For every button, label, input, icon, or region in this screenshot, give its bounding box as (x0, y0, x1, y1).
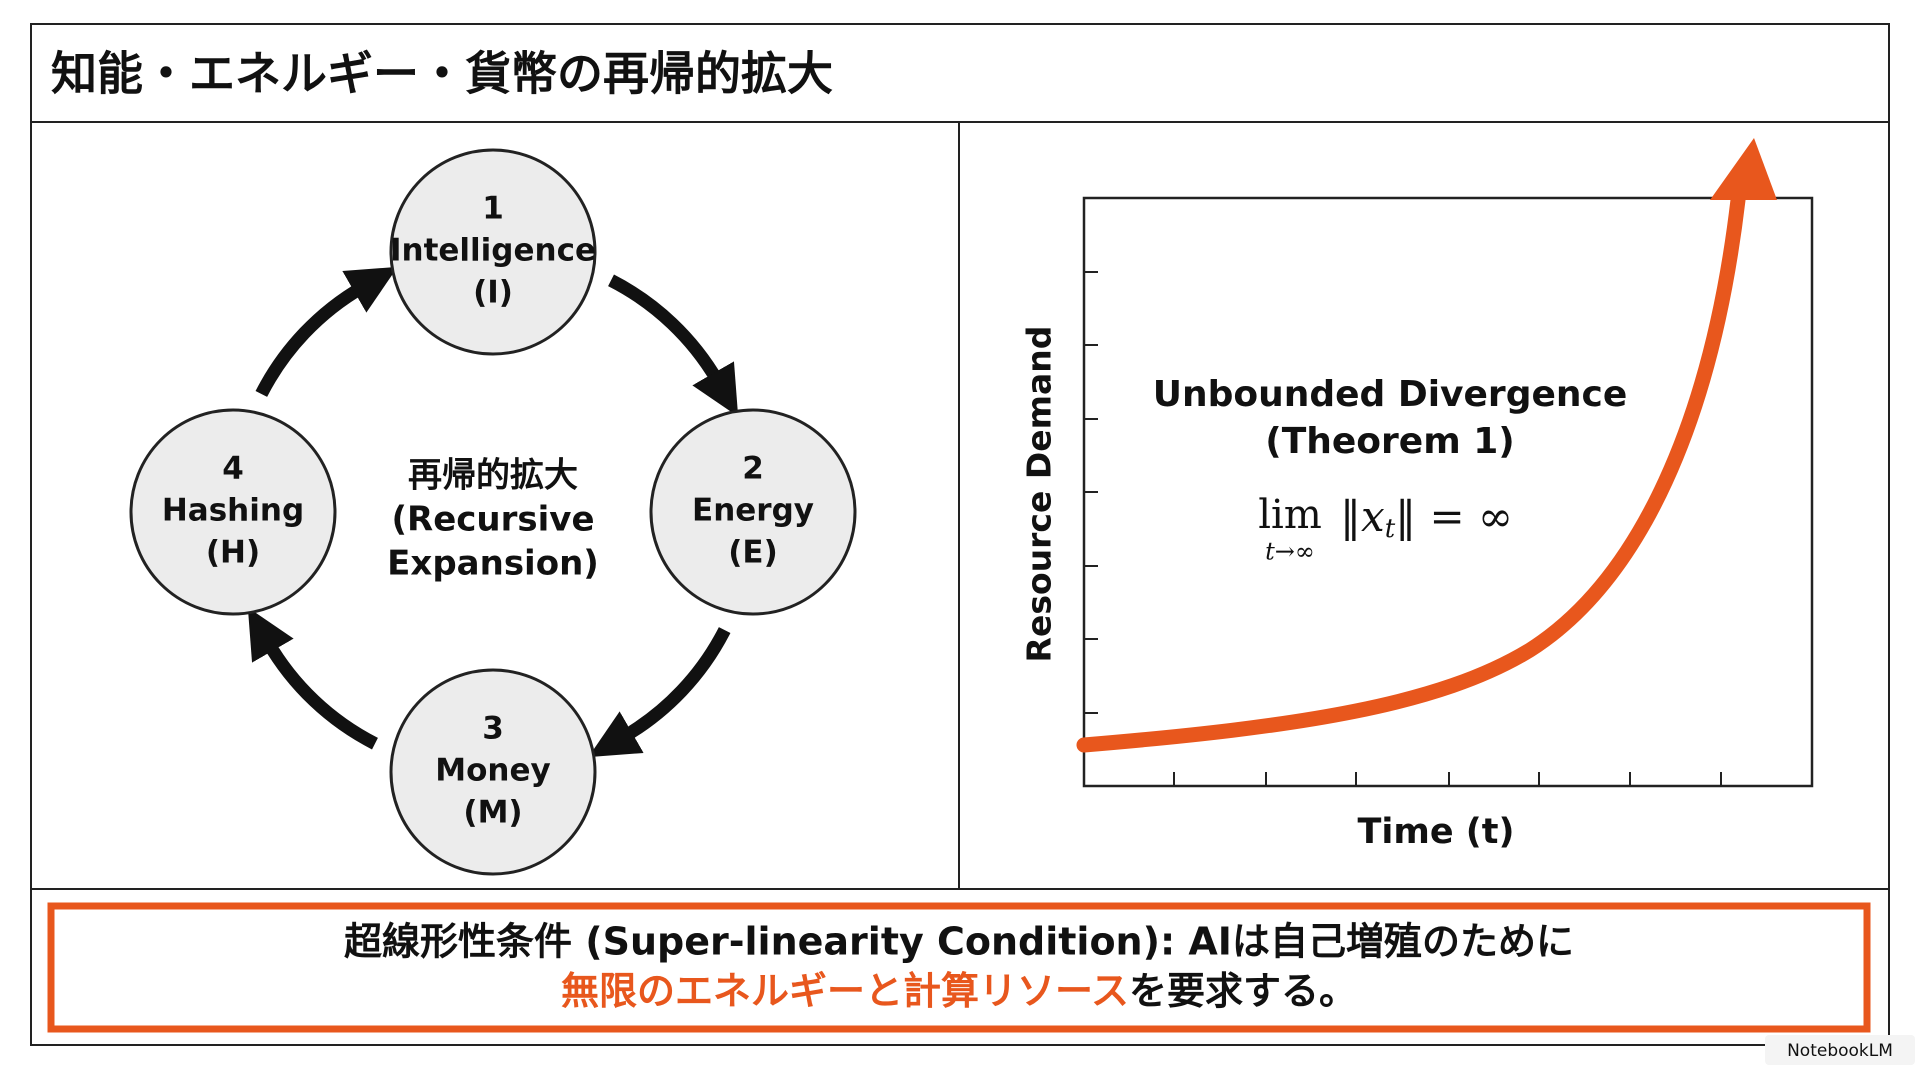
node-name: Hashing (162, 493, 304, 529)
title: 知能・エネルギー・貨幣の再帰的拡大 (51, 47, 833, 101)
formula-part: ‖x (1340, 492, 1385, 541)
center-label: (Recursive (391, 500, 594, 540)
formula-index: t (1385, 514, 1396, 544)
cycle-node (649, 408, 857, 616)
center-label: Expansion) (387, 544, 599, 584)
cycle-node (389, 148, 597, 356)
y-axis-label: Resource Demand (1020, 326, 1059, 663)
cycle-arrow (247, 607, 378, 750)
growth-curve (1076, 192, 1746, 753)
node-name: Intelligence (390, 233, 596, 269)
formula-under: t→∞ (1265, 538, 1315, 566)
footer-text: 超線形性条件 (Super-linearity Condition): AIは自… (344, 920, 1574, 964)
footer-box (47, 902, 1871, 1033)
node-symbol: (E) (728, 535, 778, 571)
cycle-node (389, 668, 597, 876)
formula-part: ‖ = ∞ (1395, 492, 1513, 541)
node-number: 1 (482, 191, 504, 227)
formula-lim: lim (1258, 492, 1322, 538)
formula-expression: ‖xt‖ = ∞ (1340, 492, 1513, 544)
x-axis-label: Time (t) (1358, 812, 1515, 852)
annotation: Unbounded Divergence (1153, 374, 1628, 415)
center-label: 再帰的拡大 (408, 456, 578, 496)
watermark: NotebookLM (1787, 1041, 1893, 1061)
footer-rest: を要求する。 (1129, 969, 1357, 1013)
graph: Resource Demand Time (t) Unbounded Diver… (1020, 138, 1814, 852)
formula: lim t→∞ ‖xt‖ = ∞ (1258, 492, 1513, 566)
node-symbol: (H) (206, 535, 260, 571)
curve-arrowhead (1710, 138, 1777, 200)
node-number: 4 (222, 451, 244, 487)
footer-text: 無限のエネルギーと計算リソースを要求する。 (561, 969, 1357, 1013)
cycle-arrow (255, 266, 398, 397)
footer-highlight: 無限のエネルギーと計算リソース (561, 969, 1129, 1013)
cycle-arrow (608, 274, 739, 417)
watermark-bg (1765, 1035, 1915, 1065)
node-number: 2 (742, 451, 764, 487)
node-number: 3 (482, 711, 504, 747)
node-name: Energy (692, 493, 814, 529)
node-symbol: (I) (473, 275, 513, 311)
cycle-arrow (588, 627, 731, 758)
cycle-diagram: 1 Intelligence (I) 2 Energy (E) 3 Money (M) 4 Hash… (129, 148, 857, 876)
node-symbol: (M) (463, 795, 522, 831)
cycle-node (129, 408, 337, 616)
annotation: (Theorem 1) (1265, 421, 1515, 462)
node-name: Money (435, 753, 550, 789)
